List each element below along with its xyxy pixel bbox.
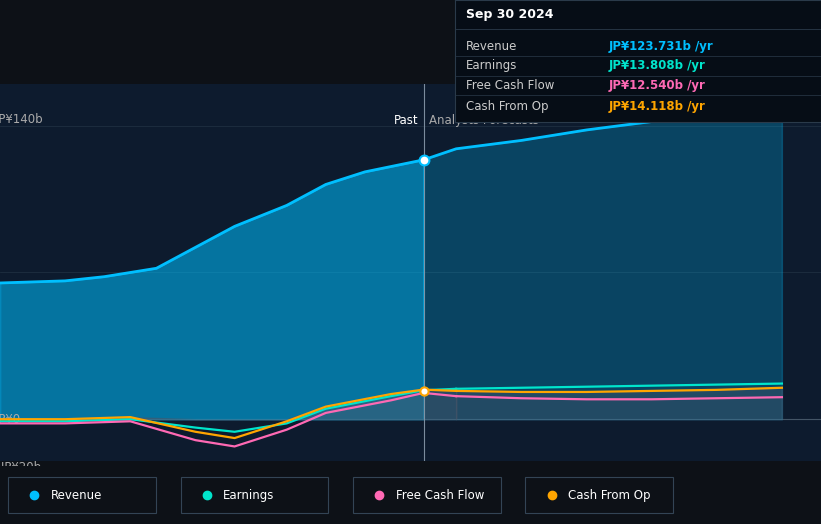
Text: JP¥123.731b /yr: JP¥123.731b /yr [608, 40, 713, 53]
Text: JP¥12.540b /yr: JP¥12.540b /yr [608, 79, 705, 92]
Point [417, 156, 430, 164]
Text: JP¥14.118b /yr: JP¥14.118b /yr [608, 100, 705, 113]
Text: -JP¥20b: -JP¥20b [0, 461, 41, 474]
Text: Earnings: Earnings [223, 489, 275, 501]
Text: Sep 30 2024: Sep 30 2024 [466, 8, 553, 21]
Point [417, 387, 430, 395]
Text: Free Cash Flow: Free Cash Flow [396, 489, 484, 501]
Text: Past: Past [394, 114, 419, 127]
Text: Cash From Op: Cash From Op [568, 489, 650, 501]
Text: Free Cash Flow: Free Cash Flow [466, 79, 554, 92]
Text: JP¥140b: JP¥140b [0, 113, 44, 126]
Text: Revenue: Revenue [466, 40, 517, 53]
Text: Earnings: Earnings [466, 59, 517, 72]
Text: Cash From Op: Cash From Op [466, 100, 548, 113]
Text: Analysts Forecasts: Analysts Forecasts [429, 114, 539, 127]
Text: JP¥0: JP¥0 [0, 413, 21, 425]
Text: JP¥13.808b /yr: JP¥13.808b /yr [608, 59, 705, 72]
Text: Revenue: Revenue [51, 489, 103, 501]
